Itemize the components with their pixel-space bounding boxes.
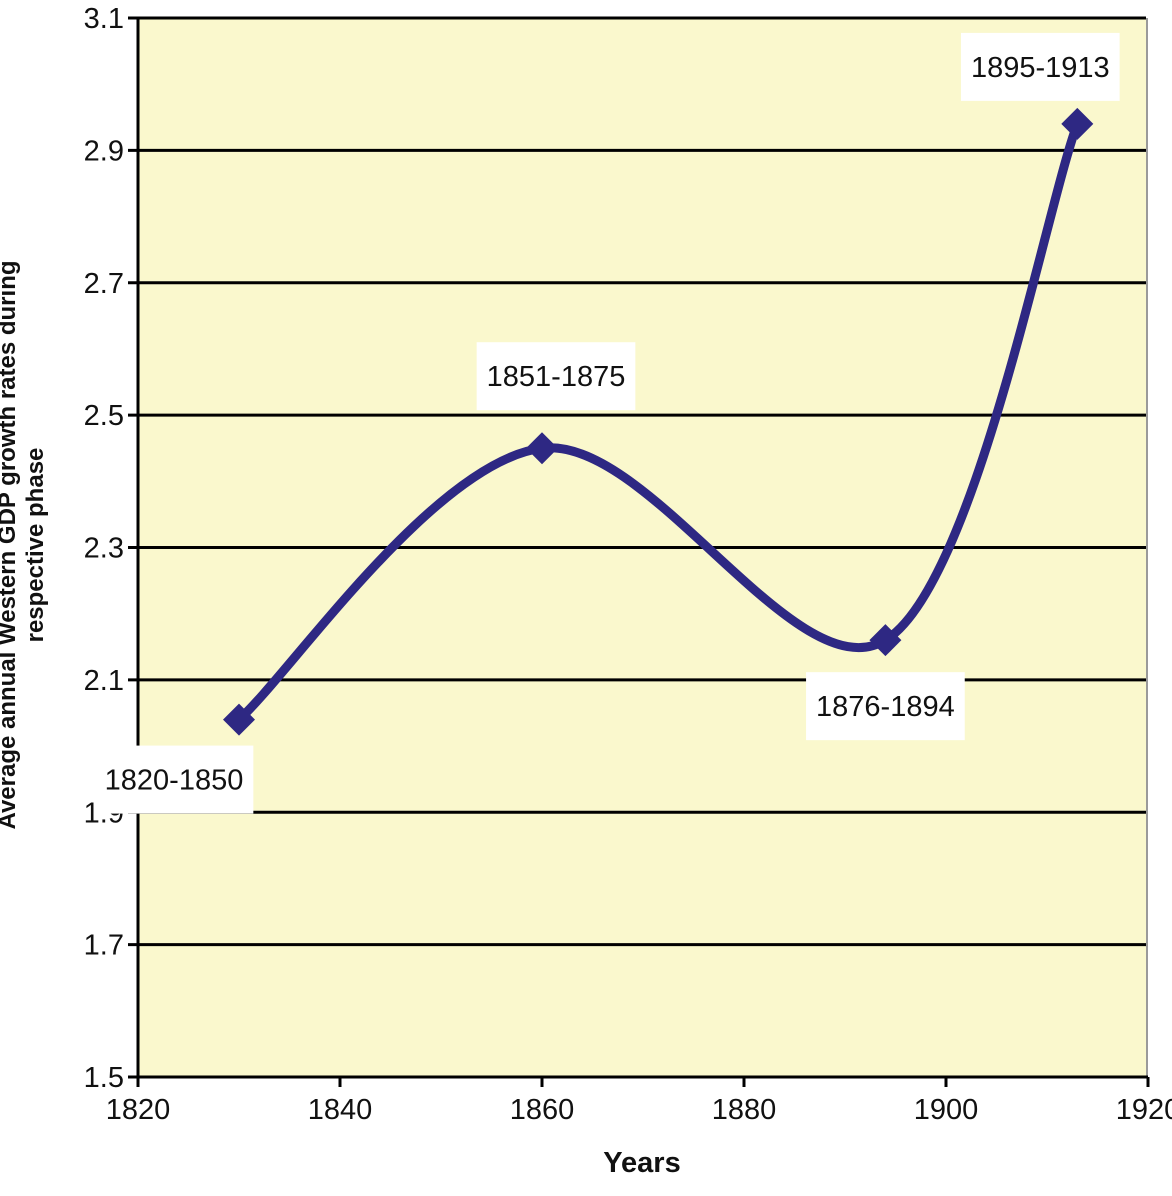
- y-tick-label: 2.3: [84, 533, 124, 565]
- x-tick-label: 1920: [1116, 1094, 1172, 1126]
- y-tick-labels: 1.51.71.92.12.32.52.72.93.1: [84, 3, 124, 1094]
- x-tick-label: 1840: [308, 1094, 373, 1126]
- x-axis-title: Years: [603, 1147, 680, 1179]
- data-point-label: 1820-1850: [94, 745, 254, 814]
- x-tick-label: 1900: [914, 1094, 979, 1126]
- y-tick-label: 2.5: [84, 400, 124, 432]
- y-axis-title: Average annual Western GDP growth rates …: [0, 260, 49, 829]
- data-point-label: 1895-1913: [960, 32, 1120, 101]
- y-tick-label: 2.1: [84, 665, 124, 697]
- plot-frame-right: [1146, 18, 1148, 1077]
- data-label-box: [806, 672, 965, 741]
- x-tick-label: 1860: [510, 1094, 575, 1126]
- series-line: [234, 119, 1082, 725]
- data-point-marker: [526, 432, 558, 465]
- y-tick-label: 3.1: [84, 3, 124, 35]
- data-point-label: 1876-1894: [806, 672, 965, 741]
- data-markers: [223, 107, 1094, 736]
- y-axis-title-line2: respective phase: [22, 448, 49, 643]
- y-axis-title-line1: Average annual Western GDP growth rates …: [0, 260, 21, 829]
- data-point-label: 1851-1875: [476, 342, 636, 411]
- data-label-text: 1895-1913: [971, 52, 1110, 84]
- x-tick-labels: 1820 1840 1860 1880 1900 1920: [106, 1094, 1172, 1126]
- axes: [128, 18, 1150, 1087]
- data-label-box: [476, 342, 636, 411]
- data-label-text: 1851-1875: [487, 361, 626, 393]
- x-tick-label: 1820: [106, 1094, 171, 1126]
- gridlines: [128, 16, 1146, 1079]
- y-tick-label: 2.7: [84, 268, 124, 300]
- data-label-box: [960, 32, 1120, 101]
- y-tick-label: 2.9: [84, 135, 124, 167]
- y-tick-label: 1.7: [84, 930, 124, 962]
- data-label-box: [94, 745, 254, 814]
- data-label-text: 1876-1894: [816, 691, 955, 723]
- x-tick-label: 1880: [712, 1094, 777, 1126]
- y-tick-label: 1.5: [84, 1062, 124, 1094]
- data-point-labels: 1820-1850 1851-1875 1876-1894 1895-1913: [94, 32, 1120, 814]
- data-point-marker: [1061, 107, 1094, 140]
- data-label-text: 1820-1850: [105, 765, 244, 797]
- data-point-marker: [869, 624, 902, 657]
- data-point-marker: [223, 703, 255, 736]
